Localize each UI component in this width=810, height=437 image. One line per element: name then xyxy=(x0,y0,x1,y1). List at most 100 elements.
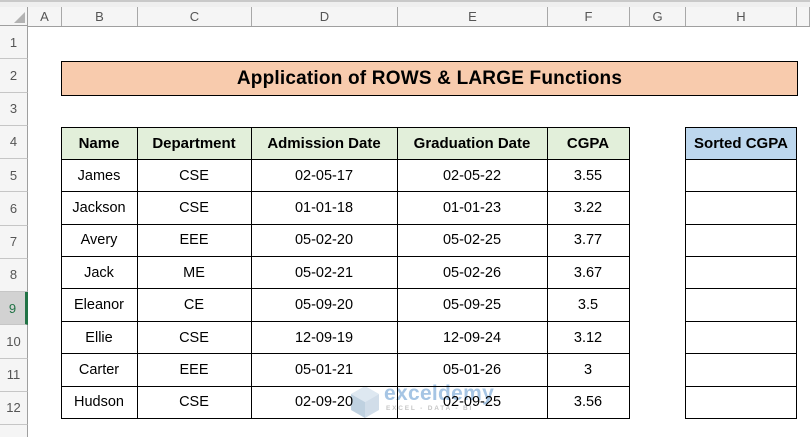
sorted-row xyxy=(685,385,797,420)
student-data-table: Name Department Admission Date Graduation D… xyxy=(60,126,630,420)
sorted-cgpa-empty-cell[interactable] xyxy=(685,256,797,290)
table-cell[interactable]: 05-02-25 xyxy=(396,223,548,258)
table-row: Eleanor CE 05-09-20 05-09-25 3.5 xyxy=(60,288,630,322)
table-cell[interactable]: CE xyxy=(136,288,252,322)
banner-title: Application of ROWS & LARGE Functions xyxy=(236,67,623,89)
sorted-cgpa-empty-cell[interactable] xyxy=(685,385,797,420)
table-cell[interactable]: 05-09-20 xyxy=(250,288,398,322)
column-header-E[interactable]: E xyxy=(398,7,548,26)
row-headers: 1 2 3 4 5 6 7 8 9 10 11 12 xyxy=(0,26,28,437)
column-header-partial[interactable] xyxy=(797,7,810,26)
sorted-row xyxy=(685,191,797,225)
table-cell[interactable]: CSE xyxy=(136,158,252,193)
table-header-cell[interactable]: Name xyxy=(60,126,138,160)
sorted-row xyxy=(685,353,797,387)
column-header-D[interactable]: D xyxy=(252,7,398,26)
table-row: James CSE 02-05-17 02-05-22 3.55 xyxy=(60,158,630,193)
column-header-G[interactable]: G xyxy=(630,7,686,26)
table-cell[interactable]: James xyxy=(60,158,138,193)
sorted-cgpa-empty-cell[interactable] xyxy=(685,353,797,387)
table-header-cell[interactable]: CGPA xyxy=(546,126,630,160)
table-cell[interactable]: 02-05-22 xyxy=(396,158,548,193)
row-header-12[interactable]: 12 xyxy=(0,391,28,425)
sorted-row xyxy=(685,223,797,258)
table-cell[interactable]: 05-09-25 xyxy=(396,288,548,322)
table-cell[interactable]: ME xyxy=(136,256,252,290)
table-cell[interactable]: 02-05-17 xyxy=(250,158,398,193)
column-header-F[interactable]: F xyxy=(548,7,630,26)
column-header-B[interactable]: B xyxy=(62,7,138,26)
sorted-cgpa-empty-cell[interactable] xyxy=(685,223,797,258)
sorted-cgpa-empty-cell[interactable] xyxy=(685,158,797,193)
table-header-cell[interactable]: Department xyxy=(136,126,252,160)
row-header-partial xyxy=(0,425,28,437)
table-cell[interactable]: Eleanor xyxy=(60,288,138,322)
table-cell[interactable]: 3 xyxy=(546,353,630,387)
table-cell[interactable]: 12-09-24 xyxy=(396,320,548,355)
table-cell[interactable]: CSE xyxy=(136,385,252,420)
table-row: Ellie CSE 12-09-19 12-09-24 3.12 xyxy=(60,320,630,355)
row-header-4[interactable]: 4 xyxy=(0,125,28,159)
column-header-A[interactable]: A xyxy=(28,7,62,26)
table-cell[interactable]: 3.77 xyxy=(546,223,630,258)
sorted-cgpa-empty-cell[interactable] xyxy=(685,191,797,225)
formula-bar-edge xyxy=(0,0,810,7)
row-header-6[interactable]: 6 xyxy=(0,192,28,226)
table-cell[interactable]: 3.56 xyxy=(546,385,630,420)
table-cell[interactable]: Jack xyxy=(60,256,138,290)
sorted-row xyxy=(685,320,797,355)
row-header-8[interactable]: 8 xyxy=(0,258,28,292)
table-cell[interactable]: Ellie xyxy=(60,320,138,355)
table-header-cell[interactable]: Admission Date xyxy=(250,126,398,160)
title-banner[interactable]: Application of ROWS & LARGE Functions xyxy=(61,61,798,96)
table-cell[interactable]: 01-01-23 xyxy=(396,191,548,225)
table-cell[interactable]: 3.22 xyxy=(546,191,630,225)
table-cell[interactable]: 05-02-26 xyxy=(396,256,548,290)
table-cell[interactable]: 05-02-21 xyxy=(250,256,398,290)
table-cell[interactable]: 05-01-21 xyxy=(250,353,398,387)
table-cell[interactable]: Avery xyxy=(60,223,138,258)
table-cell[interactable]: 12-09-19 xyxy=(250,320,398,355)
table-cell[interactable]: EEE xyxy=(136,353,252,387)
sorted-row xyxy=(685,256,797,290)
table-cell[interactable]: CSE xyxy=(136,320,252,355)
row-header-5[interactable]: 5 xyxy=(0,159,28,193)
row-header-10[interactable]: 10 xyxy=(0,325,28,359)
table-cell[interactable]: 05-02-20 xyxy=(250,223,398,258)
table-cell[interactable]: 05-01-26 xyxy=(396,353,548,387)
row-header-7[interactable]: 7 xyxy=(0,225,28,259)
table-cell[interactable]: 3.12 xyxy=(546,320,630,355)
row-header-3[interactable]: 3 xyxy=(0,92,28,126)
sorted-cgpa-empty-cell[interactable] xyxy=(685,320,797,355)
row-header-11[interactable]: 11 xyxy=(0,358,28,392)
table-row: Hudson CSE 02-09-20 02-09-25 3.56 xyxy=(60,385,630,420)
table-cell[interactable]: 3.67 xyxy=(546,256,630,290)
table-cell[interactable]: Hudson xyxy=(60,385,138,420)
table-cell[interactable]: Jackson xyxy=(60,191,138,225)
table-row: Carter EEE 05-01-21 05-01-26 3 xyxy=(60,353,630,387)
row-header-1[interactable]: 1 xyxy=(0,26,28,60)
sorted-cgpa-table: Sorted CGPA xyxy=(685,126,797,420)
table-cell[interactable]: 3.5 xyxy=(546,288,630,322)
sorted-cgpa-header[interactable]: Sorted CGPA xyxy=(685,126,797,160)
row-header-9[interactable]: 9 xyxy=(0,292,28,326)
table-cell[interactable]: 02-09-25 xyxy=(396,385,548,420)
select-all-corner[interactable] xyxy=(0,7,28,26)
table-cell[interactable]: EEE xyxy=(136,223,252,258)
row-header-2[interactable]: 2 xyxy=(0,59,28,93)
column-header-H[interactable]: H xyxy=(686,7,797,26)
table-cell[interactable]: Carter xyxy=(60,353,138,387)
select-all-triangle-icon xyxy=(14,12,25,23)
column-header-C[interactable]: C xyxy=(138,7,252,26)
table-row: Jack ME 05-02-21 05-02-26 3.67 xyxy=(60,256,630,290)
sorted-row xyxy=(685,288,797,322)
table-row: Jackson CSE 01-01-18 01-01-23 3.22 xyxy=(60,191,630,225)
sorted-cgpa-empty-cell[interactable] xyxy=(685,288,797,322)
table-cell[interactable]: 3.55 xyxy=(546,158,630,193)
table-header-cell[interactable]: Graduation Date xyxy=(396,126,548,160)
table-cell[interactable]: 02-09-20 xyxy=(250,385,398,420)
table-cell[interactable]: 01-01-18 xyxy=(250,191,398,225)
table-cell[interactable]: CSE xyxy=(136,191,252,225)
table-row: Avery EEE 05-02-20 05-02-25 3.77 xyxy=(60,223,630,258)
